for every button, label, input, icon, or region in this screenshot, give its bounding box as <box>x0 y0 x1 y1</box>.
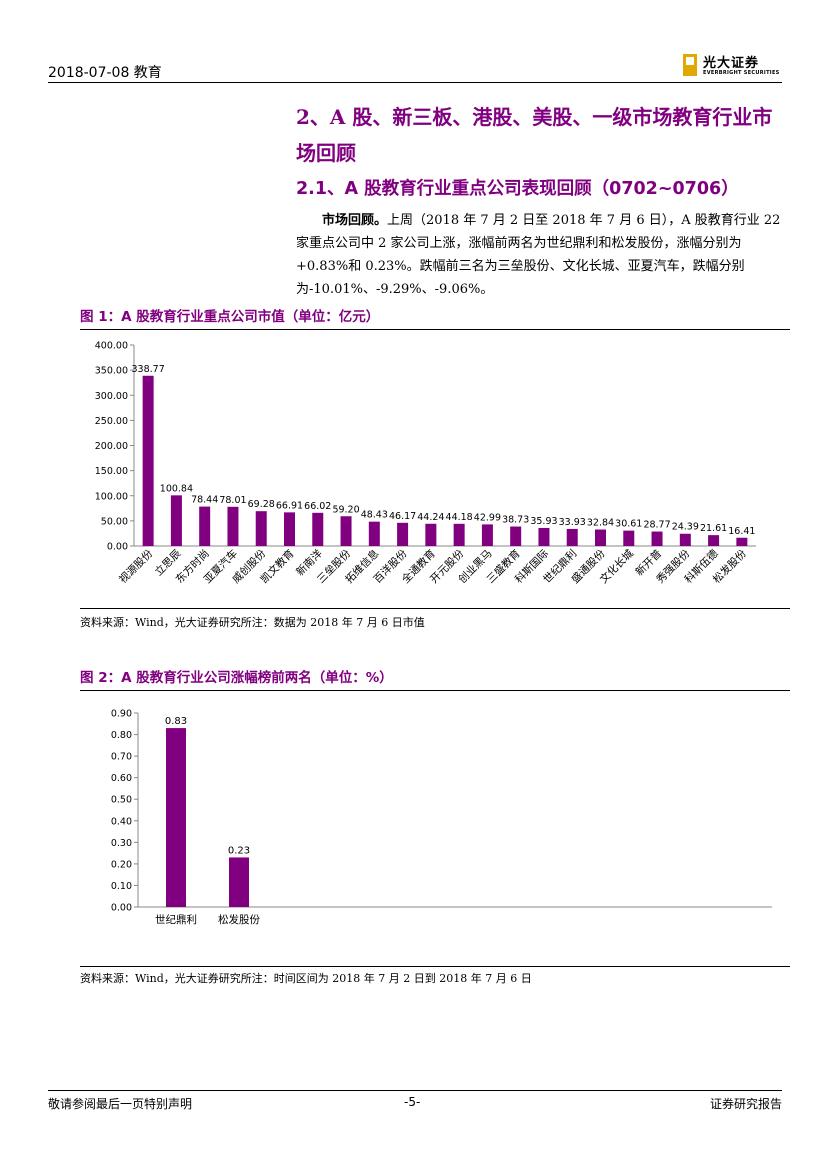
chart1-y-tick-label: 350.00 <box>95 366 128 377</box>
chart1-bar <box>595 529 606 546</box>
figure1-bottom-rule <box>80 608 790 609</box>
figure1-bar-chart: 0.00 50.00 100.00 150.00 200.00 250.00 300.00 3… <box>95 341 756 586</box>
chart1-bar <box>736 537 748 546</box>
chart1-y-tick-label: 200.00 <box>95 441 128 452</box>
chart2-y-tick-label: 0.40 <box>111 816 132 827</box>
chart1-bar <box>623 530 635 546</box>
chart1-bar <box>566 528 578 546</box>
chart1-data-label: 100.84 <box>160 483 193 494</box>
chart1-data-label: 69.28 <box>248 499 275 510</box>
chart2-y-tick-label: 0.70 <box>111 752 132 763</box>
market-review-paragraph: 市场回顾。上周（2018 年 7 月 2 日至 2018 年 7 月 6 日），… <box>296 209 784 301</box>
figure1-source: 资料来源：Wind，光大证券研究所注：数据为 2018 年 7 月 6 日市值 <box>80 616 425 629</box>
chart1-data-label: 66.91 <box>276 500 303 511</box>
figure1-title: 图 1：A 股教育行业重点公司市值（单位：亿元） <box>80 309 380 325</box>
chart1-y-tick-label: 250.00 <box>95 416 128 427</box>
chart2-bar <box>166 728 186 907</box>
chart1-data-label: 16.41 <box>728 526 755 537</box>
chart1-y-tick-label: 50.00 <box>101 516 128 527</box>
chart1-data-label: 44.18 <box>446 512 473 523</box>
chart1-data-label: 38.73 <box>502 515 529 526</box>
footer-report-type: 证券研究报告 <box>710 1097 783 1111</box>
chart1-bar <box>453 523 465 546</box>
chart1-bar <box>651 531 663 546</box>
chart1-bar <box>142 375 154 546</box>
chart1-data-label: 338.77 <box>132 364 165 375</box>
chart2-category-label: 世纪鼎利 <box>155 914 197 926</box>
section-title: 2、A 股、新三板、港股、美股、一级市场教育行业市场回顾 <box>296 105 773 165</box>
chart1-bar <box>199 506 211 546</box>
para-text: 上周（2018 年 7 月 2 日至 2018 年 7 月 6 日），A 股教育… <box>296 213 781 297</box>
chart1-y-tick-label: 150.00 <box>95 466 128 477</box>
chart2-data-label: 0.23 <box>228 845 250 856</box>
figure2-top-rule <box>80 690 790 691</box>
chart2-category-label: 松发股份 <box>218 913 260 926</box>
para-lead: 市场回顾。 <box>322 213 388 228</box>
figure2-title: 图 2：A 股教育行业公司涨幅榜前两名（单位：%） <box>80 670 393 686</box>
chart1-bar <box>708 535 720 546</box>
chart1-data-label: 28.77 <box>643 520 670 531</box>
company-logo: 光大证券 EVERBRIGHT SECURITIES <box>683 52 783 80</box>
chart1-data-label: 78.01 <box>219 495 246 506</box>
logo-english-name: EVERBRIGHT SECURITIES <box>703 70 780 76</box>
chart1-bar <box>170 495 182 546</box>
chart1-data-label: 46.17 <box>389 511 416 522</box>
chart2-y-tick-label: 0.30 <box>111 838 132 849</box>
figure2-source: 资料来源：Wind，光大证券研究所注：时间区间为 2018 年 7 月 2 日到… <box>80 972 532 985</box>
logo-chinese-name: 光大证券 <box>703 56 760 71</box>
chart1-bar <box>312 512 324 546</box>
chart1-bar <box>425 523 437 546</box>
chart2-y-tick-label: 0.50 <box>111 795 132 806</box>
chart1-data-label: 66.02 <box>304 501 331 512</box>
footer-divider <box>48 1090 782 1091</box>
chart1-bar <box>284 512 295 546</box>
footer-disclaimer: 敬请参阅最后一页特别声明 <box>48 1097 193 1111</box>
page-number: -5- <box>404 1095 421 1109</box>
chart2-y-tick-label: 0.00 <box>111 903 132 914</box>
chart1-data-label: 30.61 <box>615 519 642 530</box>
chart1-data-label: 59.20 <box>332 504 359 515</box>
header-date-section: 2018-07-08 教育 <box>48 65 162 81</box>
chart2-y-tick-label: 0.20 <box>111 859 132 870</box>
header-divider <box>48 82 782 83</box>
chart2-y-tick-label: 0.60 <box>111 773 132 784</box>
chart1-data-label: 42.99 <box>474 512 501 523</box>
chart1-bar <box>481 524 493 546</box>
chart1-bar <box>538 527 550 546</box>
chart2-y-tick-label: 0.90 <box>111 709 132 720</box>
chart1-y-tick-label: 100.00 <box>95 491 128 502</box>
chart1-bar <box>368 521 380 546</box>
chart2-y-tick-label: 0.80 <box>111 730 132 741</box>
chart1-data-label: 32.84 <box>587 517 614 528</box>
chart1-bar <box>679 533 691 546</box>
chart2-bar <box>229 857 249 907</box>
chart1-y-tick-label: 0.00 <box>107 542 128 553</box>
chart1-data-label: 35.93 <box>530 516 557 527</box>
section-subtitle: 2.1、A 股教育行业重点公司表现回顾（0702~0706） <box>296 179 739 199</box>
chart1-bar <box>397 522 409 546</box>
chart1-bar <box>227 506 239 546</box>
chart1-data-label: 48.43 <box>361 510 388 521</box>
chart1-bar <box>255 511 267 546</box>
figure2-bar-chart: 0.00 0.10 0.20 0.30 0.40 0.50 0.60 0.70 0.80 0.90… <box>111 709 772 926</box>
chart1-data-label: 33.93 <box>559 517 586 528</box>
chart1-bar <box>510 526 522 546</box>
chart1-data-label: 24.39 <box>672 522 699 533</box>
chart1-y-tick-label: 300.00 <box>95 391 128 402</box>
chart1-data-label: 21.61 <box>700 523 727 534</box>
chart1-bar <box>340 516 352 546</box>
figure2-bottom-rule <box>80 966 790 967</box>
logo-mark-icon <box>683 54 697 76</box>
chart2-y-tick-label: 0.10 <box>111 881 132 892</box>
figure1-top-rule <box>80 329 790 330</box>
chart2-data-label: 0.83 <box>165 716 187 727</box>
chart1-data-label: 78.44 <box>191 495 218 506</box>
chart1-y-tick-label: 400.00 <box>95 341 128 352</box>
chart1-data-label: 44.24 <box>417 512 444 523</box>
